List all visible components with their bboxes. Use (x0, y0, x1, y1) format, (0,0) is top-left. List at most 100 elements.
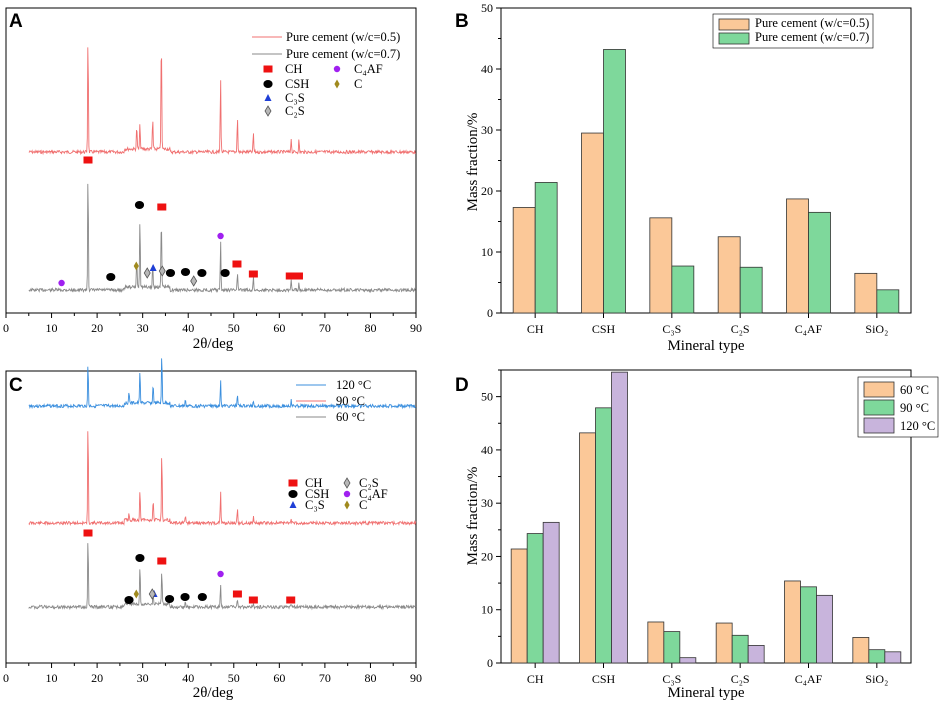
bar-SiO₂-0 (854, 272, 878, 314)
x-tick-label: CSH (592, 672, 616, 686)
bar-C₄AF-0 (786, 198, 809, 314)
panel-d-x-label: Mineral type (667, 685, 744, 701)
panel-c-xrd-chart: C 0 10 20 30 40 50 60 70 80 90 120 °C 90 °C 60 °C CH… (3, 358, 422, 701)
bar-C₃S-0 (649, 217, 673, 314)
x-tick-label: C₄AF (795, 672, 823, 686)
panel-a-spectra (28, 47, 417, 294)
marker-ch (248, 596, 258, 604)
panel-d-bars (510, 371, 902, 664)
marker-ch (285, 272, 295, 280)
marker-c2s (143, 267, 151, 279)
legend-label-c: C (354, 77, 362, 91)
panel-d-legend: 60 °C 90 °C 120 °C (857, 376, 939, 438)
panel-c-x-tick-label: 30 (137, 671, 149, 685)
x-tick-label: CH (527, 322, 544, 336)
marker-csh (164, 595, 175, 603)
legend-label-c: C (359, 498, 367, 512)
legend-label-c2s: C₂S (359, 476, 379, 490)
series-line-120c (28, 358, 416, 410)
panel-a-x-tick-label: 80 (364, 321, 376, 335)
marker-c3s (149, 264, 157, 271)
marker-ch (83, 529, 93, 537)
panel-c-x-tick-label: 0 (3, 671, 9, 685)
y-tick-label: 20 (481, 549, 493, 563)
panel-d-y-label: Mass fraction/% (465, 467, 481, 566)
panel-label-b: B (455, 11, 469, 32)
bar-C₄AF-1 (808, 211, 831, 314)
legend-marker-c3s (289, 501, 297, 508)
legend-marker-c4af (333, 65, 341, 73)
panel-b-legend: Pure cement (w/c=0.5)Pure cement (w/c=0.… (712, 13, 874, 49)
panel-b-bars (512, 49, 900, 314)
legend-marker-c2s (264, 105, 272, 117)
bar-CH-1 (526, 533, 544, 664)
marker-ch (232, 260, 242, 268)
panel-b-axes: 0 10 20 30 40 50 CH CSH C₃S C₂S C₄AF SiO₂ (481, 1, 888, 336)
legend-swatch-1 (718, 32, 750, 45)
bar-CH-0 (510, 548, 528, 664)
legend-marker-ch (263, 65, 273, 73)
panel-c-x-axis: 0 10 20 30 40 50 60 70 80 90 (3, 662, 422, 685)
y-tick-label: 0 (487, 306, 493, 320)
panel-c-x-tick-label: 50 (228, 671, 240, 685)
panel-a-legend: Pure cement (w/c=0.5) Pure cement (w/c=0.… (252, 30, 400, 118)
x-tick-label: SiO₂ (865, 322, 888, 336)
bar-C₂S-0 (715, 622, 733, 664)
legend-swatch-2 (863, 417, 895, 434)
y-tick-label: 20 (481, 184, 493, 198)
marker-c4af (217, 570, 224, 578)
panel-d-axes: 0 10 20 30 40 50 CH CSH C₃S C₂S C₄AF SiO₂ (481, 369, 888, 686)
y-tick-label: 10 (481, 245, 493, 259)
legend-label-csh: CSH (305, 487, 329, 501)
marker-c4af (58, 279, 65, 287)
x-tick-label: C₂S (731, 672, 750, 686)
legend-marker-c (334, 79, 340, 89)
bar-CSH-0 (581, 132, 604, 314)
marker-csh (135, 554, 145, 562)
y-tick-label: 0 (487, 656, 493, 670)
bar-SiO₂-1 (868, 649, 886, 664)
panel-c-x-tick-label: 20 (91, 671, 103, 685)
panel-a-x-tick-label: 40 (182, 321, 194, 335)
legend-marker-csh (288, 490, 298, 498)
series-line-60c (28, 543, 417, 611)
bar-CSH-2 (611, 371, 628, 664)
y-tick-label: 40 (481, 443, 493, 457)
legend-label-c3s: C₃S (285, 91, 305, 105)
legend-label-c4af: C₄AF (354, 62, 383, 76)
marker-ch (157, 557, 167, 565)
panel-a-x-label: 2θ/deg (193, 336, 234, 352)
bar-SiO₂-2 (884, 651, 902, 664)
bar-C₂S-2 (747, 645, 765, 664)
bar-C₄AF-2 (816, 594, 833, 664)
panel-c-x-tick-label: 90 (410, 671, 422, 685)
bar-C₃S-1 (671, 265, 695, 314)
marker-ch (293, 272, 303, 280)
legend-label-w05: Pure cement (w/c=0.5) (286, 30, 400, 44)
bar-CH-0 (512, 207, 536, 314)
panel-c-x-tick-label: 60 (273, 671, 285, 685)
marker-csh (106, 273, 116, 281)
panel-c-x-tick-label: 40 (182, 671, 194, 685)
bar-C₂S-1 (731, 634, 749, 664)
legend-marker-c3s (264, 94, 272, 101)
x-tick-label: C₃S (662, 672, 681, 686)
x-tick-label: CSH (592, 322, 616, 336)
marker-ch (232, 590, 242, 598)
x-tick-label: C₃S (662, 322, 681, 336)
legend-swatch-0 (718, 18, 750, 31)
marker-csh (197, 269, 207, 277)
panel-a-x-tick-label: 50 (228, 321, 240, 335)
panel-a-x-tick-label: 30 (137, 321, 149, 335)
marker-c4af (217, 232, 224, 240)
y-tick-label: 50 (481, 1, 493, 15)
bar-C₄AF-1 (800, 586, 817, 664)
panel-label-d: D (455, 375, 469, 396)
marker-csh (165, 269, 176, 277)
legend-label-series-2: 60 °C (336, 410, 365, 424)
panel-d-frame (500, 369, 912, 664)
panel-c-x-label: 2θ/deg (193, 685, 234, 701)
legend-label-1: 90 °C (900, 401, 929, 415)
legend-marker-c4af (343, 490, 351, 498)
